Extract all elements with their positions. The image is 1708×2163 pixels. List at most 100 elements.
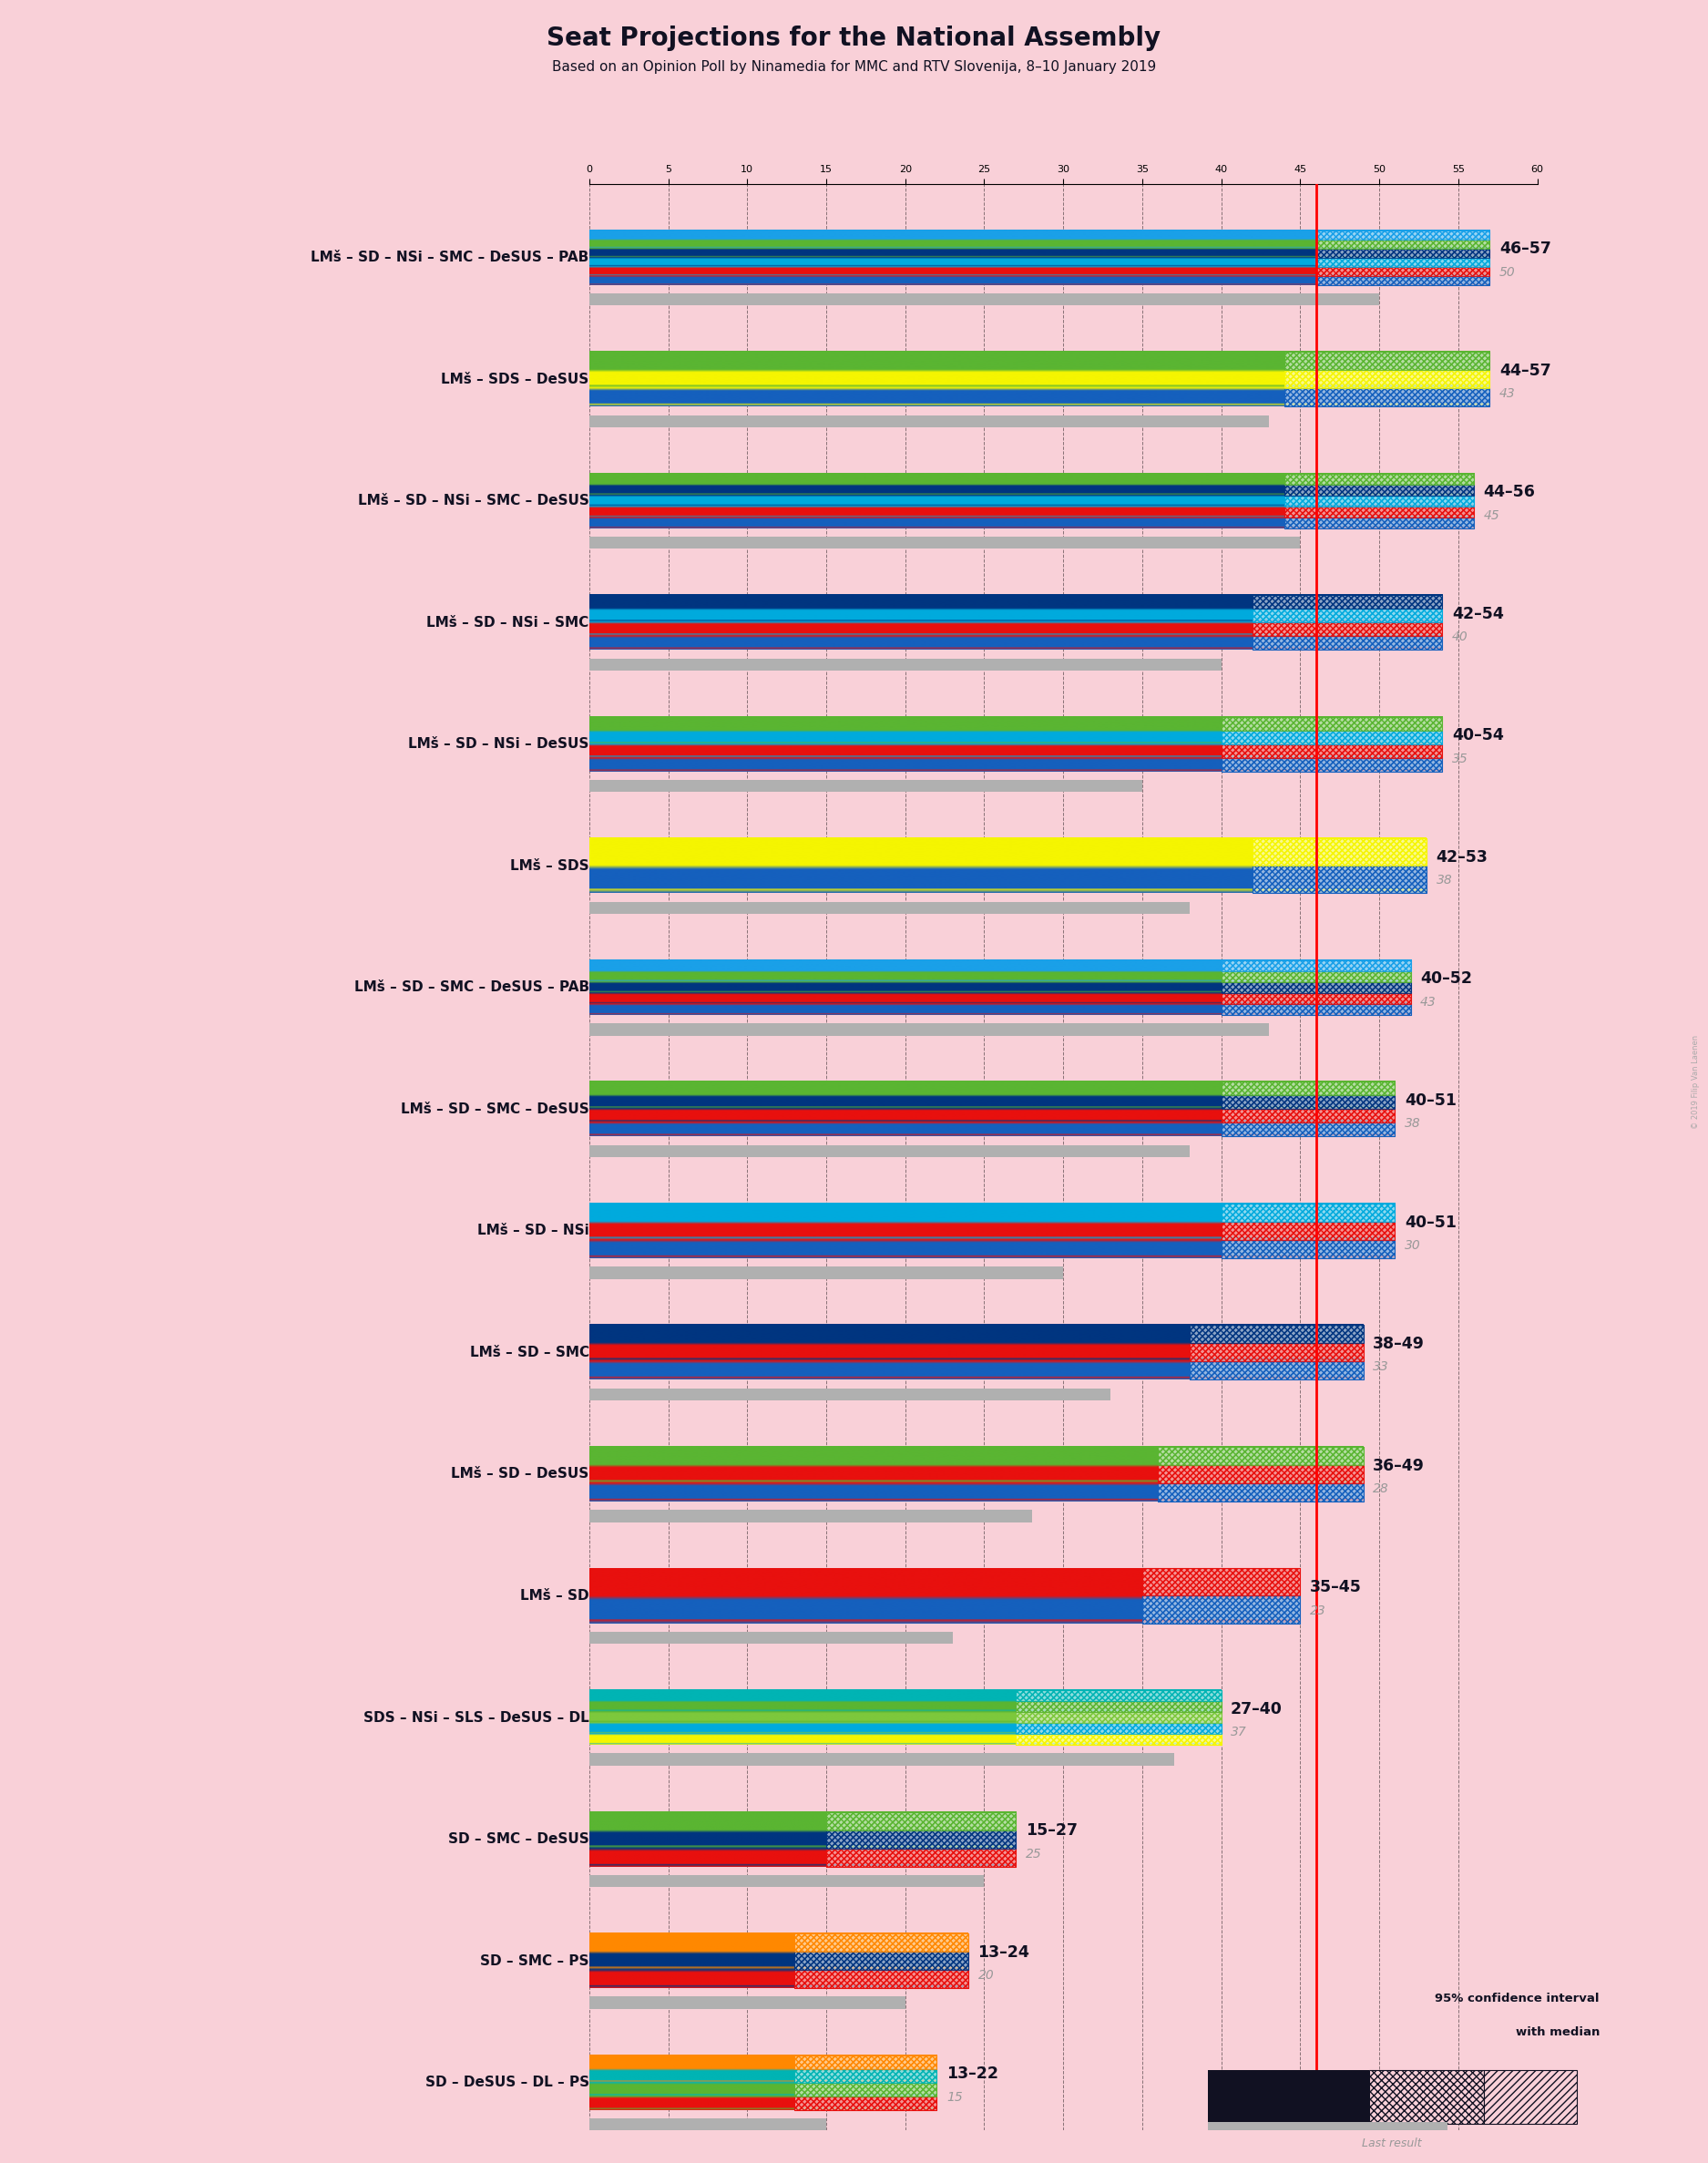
Text: 40–54: 40–54 [1452, 727, 1503, 744]
Text: 28: 28 [1373, 1482, 1389, 1495]
Bar [1221, 1123, 1395, 1136]
Bar [1254, 865, 1426, 893]
Bar [1284, 389, 1489, 407]
Bar [1221, 757, 1442, 772]
Bar [1284, 485, 1474, 495]
Bar [794, 2055, 936, 2068]
Bar [589, 1144, 1189, 1157]
Bar [1221, 993, 1411, 1004]
Bar [1016, 1700, 1221, 1713]
Text: 13–24: 13–24 [979, 1945, 1030, 1960]
Bar [1221, 971, 1411, 982]
Bar [1317, 240, 1489, 249]
Text: Seat Projections for the National Assembly: Seat Projections for the National Assemb… [547, 26, 1161, 52]
Bar [1317, 249, 1489, 257]
Text: 44–56: 44–56 [1484, 485, 1535, 500]
Bar [1221, 1110, 1395, 1123]
Bar [1158, 1447, 1363, 1464]
Bar [1284, 474, 1474, 485]
Bar [827, 1847, 1016, 1867]
Bar [1221, 1123, 1395, 1136]
Bar [589, 1754, 1173, 1765]
Text: 20: 20 [979, 1968, 994, 1981]
Text: LMš – SDS – DeSUS: LMš – SDS – DeSUS [441, 372, 589, 385]
Text: 35: 35 [1452, 753, 1469, 766]
Bar [1221, 1203, 1395, 1222]
Text: LMš – SD – DeSUS: LMš – SD – DeSUS [451, 1467, 589, 1482]
Bar [1158, 1447, 1363, 1464]
Bar [1221, 993, 1411, 1004]
Bar [1221, 993, 1411, 1004]
Text: 38: 38 [1404, 1118, 1421, 1129]
Bar [1016, 1735, 1221, 1746]
Bar [1158, 1464, 1363, 1484]
Bar [1016, 1735, 1221, 1746]
Bar [1221, 1082, 1395, 1094]
Bar [1284, 389, 1489, 407]
Bar [1221, 1123, 1395, 1136]
Bar [1143, 1596, 1300, 1622]
Bar [1158, 1447, 1363, 1464]
Bar [1221, 1239, 1395, 1259]
Bar [1284, 370, 1489, 389]
Bar [1221, 971, 1411, 982]
Bar [1143, 1596, 1300, 1622]
Bar [827, 1830, 1016, 1847]
Text: SD – SMC – PS: SD – SMC – PS [480, 1953, 589, 1968]
Bar [1317, 229, 1489, 240]
Bar [794, 2068, 936, 2083]
Bar [1221, 716, 1442, 731]
Bar [1317, 266, 1489, 275]
Bar [1143, 1568, 1300, 1596]
Text: 25: 25 [1025, 1847, 1042, 1860]
Bar [1221, 1082, 1395, 1094]
Bar [794, 1934, 968, 1951]
Text: 45: 45 [1484, 508, 1500, 521]
Bar [794, 1934, 968, 1951]
Text: 43: 43 [1421, 995, 1436, 1008]
Text: 37: 37 [1231, 1726, 1247, 1739]
Bar [1016, 1700, 1221, 1713]
Bar [1221, 1004, 1411, 1014]
Bar [589, 781, 1143, 792]
Bar [1317, 229, 1489, 240]
Bar [1284, 506, 1474, 517]
Bar [1189, 1363, 1363, 1380]
Text: 42–53: 42–53 [1436, 850, 1488, 865]
Bar [1254, 636, 1442, 649]
Bar [1284, 370, 1489, 389]
Bar [794, 2068, 936, 2083]
Bar [794, 1951, 968, 1970]
Text: 42–54: 42–54 [1452, 606, 1503, 623]
Text: LMš – SD – SMC – DeSUS: LMš – SD – SMC – DeSUS [401, 1103, 589, 1116]
Bar [1221, 744, 1442, 757]
Bar [1189, 1343, 1363, 1363]
Bar [794, 1934, 968, 1951]
Bar [1254, 623, 1442, 636]
Bar [1221, 960, 1411, 971]
Bar [1254, 595, 1442, 608]
Bar [1221, 982, 1411, 993]
Text: 33: 33 [1373, 1361, 1389, 1374]
Text: LMš – SD – NSi: LMš – SD – NSi [477, 1224, 589, 1237]
Bar [1221, 971, 1411, 982]
Bar [1254, 839, 1426, 865]
Bar [1254, 865, 1426, 893]
Bar [827, 1847, 1016, 1867]
Bar [589, 1268, 1062, 1278]
Bar [1016, 1713, 1221, 1724]
Text: 36–49: 36–49 [1373, 1458, 1424, 1473]
Text: 15–27: 15–27 [1025, 1823, 1078, 1839]
Bar [827, 1847, 1016, 1867]
Bar [1158, 1464, 1363, 1484]
Bar [827, 1830, 1016, 1847]
Bar [827, 1813, 1016, 1830]
Bar [1221, 731, 1442, 744]
Bar [1221, 731, 1442, 744]
Bar [1254, 623, 1442, 636]
Bar [1016, 1724, 1221, 1735]
Bar [1284, 485, 1474, 495]
Bar [1317, 266, 1489, 275]
Bar [1254, 595, 1442, 608]
Text: 35–45: 35–45 [1310, 1579, 1361, 1596]
